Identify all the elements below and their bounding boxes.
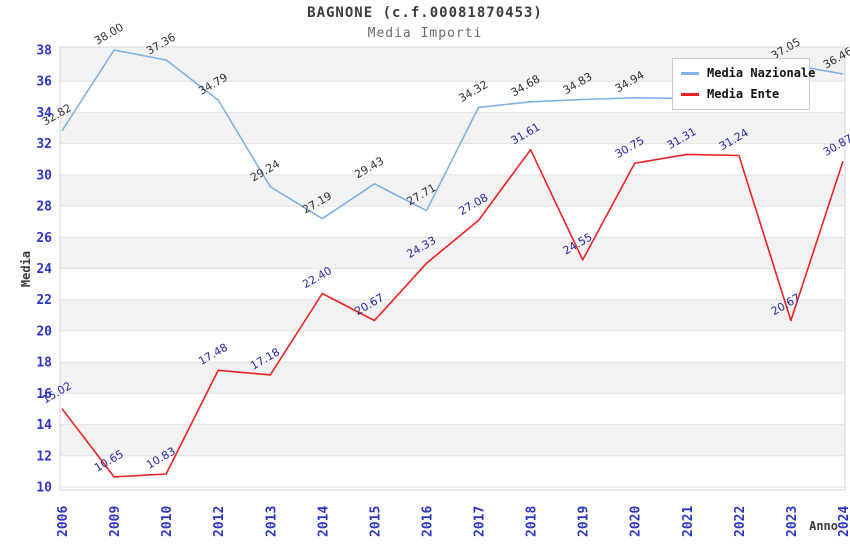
legend-line-icon-ente (681, 92, 699, 96)
y-tick-label: 18 (36, 356, 52, 371)
data-label-nazionale: 38.00 (92, 21, 126, 48)
x-tick-label: 2021 (681, 506, 696, 537)
x-tick-label: 2017 (473, 506, 488, 537)
legend-label: Media Ente (707, 87, 780, 101)
legend-item-media-nazionale: Media Nazionale (681, 66, 815, 80)
x-tick-label: 2009 (108, 506, 123, 537)
x-tick-label: 2015 (368, 506, 383, 537)
y-tick-label: 20 (36, 324, 52, 339)
x-tick-label: 2012 (212, 506, 227, 537)
chart-subtitle: Media Importi (367, 26, 483, 41)
x-tick-label: 2023 (785, 506, 800, 537)
legend-item-media-ente: Media Ente (681, 87, 801, 101)
legend-label: Media Nazionale (707, 66, 816, 80)
plot-border (59, 46, 846, 491)
y-axis-title: Media (19, 251, 33, 287)
x-tick-label: 2014 (316, 506, 331, 537)
x-axis-title: Anno (809, 519, 838, 533)
y-tick-label: 16 (36, 387, 52, 402)
y-tick-label: 30 (36, 168, 52, 183)
grid-band (60, 362, 845, 394)
y-tick-label: 32 (36, 137, 52, 152)
x-tick-label: 2013 (264, 506, 279, 537)
grid-band (60, 424, 845, 456)
y-tick-label: 28 (36, 200, 52, 215)
y-tick-label: 22 (36, 293, 52, 308)
series-line-ente (61, 148, 844, 478)
x-tick-label: 2018 (525, 506, 540, 537)
y-tick-label: 14 (36, 418, 52, 433)
x-tick-label: 2024 (837, 506, 850, 537)
y-tick-label: 24 (36, 262, 52, 277)
y-tick-label: 38 (36, 44, 52, 59)
y-tick-label: 36 (36, 75, 52, 90)
y-tick-label: 10 (36, 481, 52, 496)
grid-band (60, 299, 845, 331)
x-tick-label: 2020 (629, 506, 644, 537)
x-tick-label: 2006 (56, 506, 71, 537)
x-tick-label: 2016 (421, 506, 436, 537)
grid-band (60, 174, 845, 207)
y-tick-label: 12 (36, 449, 52, 464)
legend: Media Nazionale Media Ente (672, 58, 815, 110)
grid-band (60, 112, 845, 144)
x-tick-label: 2022 (733, 506, 748, 537)
x-tick-label: 2010 (160, 506, 175, 537)
x-tick-label: 2019 (577, 506, 592, 537)
legend-line-icon-nazionale (681, 71, 699, 75)
y-tick-label: 34 (36, 106, 52, 121)
y-tick-label: 26 (36, 231, 52, 246)
chart-title: BAGNONE (c.f.00081870453) (307, 5, 543, 21)
